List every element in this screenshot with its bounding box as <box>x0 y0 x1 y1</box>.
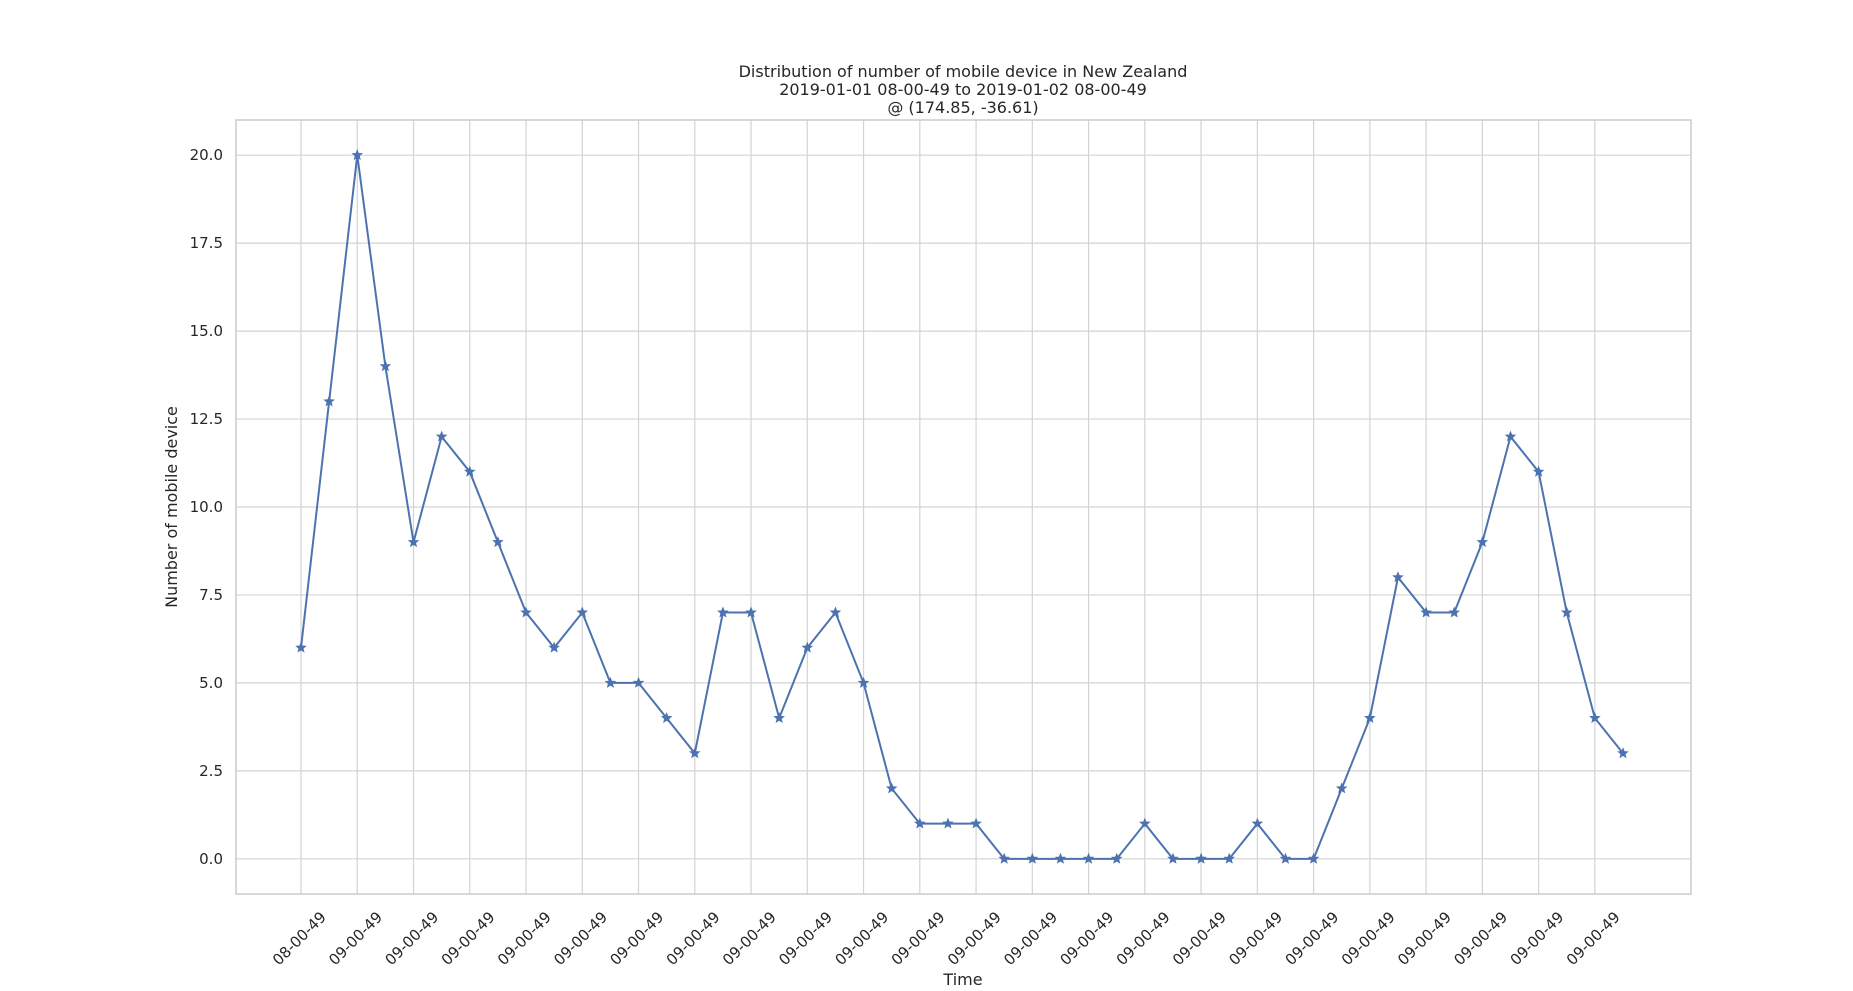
data-point <box>1082 852 1095 864</box>
y-tick-label: 5.0 <box>199 674 223 692</box>
data-point <box>745 606 757 618</box>
data-points <box>295 149 1629 864</box>
y-axis-label: Number of mobile device <box>162 406 181 608</box>
y-tick-label: 2.5 <box>199 762 223 780</box>
x-axis-label: Time <box>942 970 982 989</box>
x-tick-label: 09-00-49 <box>944 908 1005 969</box>
x-tick-label: 09-00-49 <box>888 908 949 969</box>
data-point <box>1364 712 1376 724</box>
x-tick-label: 09-00-49 <box>1282 908 1343 969</box>
data-point <box>576 606 589 618</box>
data-point <box>773 712 785 724</box>
data-point <box>1476 536 1489 548</box>
x-tick-label: 09-00-49 <box>494 908 555 969</box>
y-tick-label: 20.0 <box>190 146 223 164</box>
data-point <box>998 852 1010 864</box>
y-tick-label: 12.5 <box>190 410 223 428</box>
chart-title: Distribution of number of mobile device … <box>739 62 1188 117</box>
x-tick-label: 09-00-49 <box>381 908 442 969</box>
x-tick-label: 09-00-49 <box>1450 908 1511 969</box>
data-point <box>829 606 842 618</box>
x-tick-label: 09-00-49 <box>1057 908 1118 969</box>
data-point <box>1307 852 1320 864</box>
y-tick-label: 0.0 <box>199 850 223 868</box>
x-tick-label: 09-00-49 <box>1000 908 1061 969</box>
x-tick-label: 09-00-49 <box>438 908 499 969</box>
title-line-3: @ (174.85, -36.61) <box>887 98 1038 117</box>
data-point <box>1167 852 1179 864</box>
x-tick-label: 09-00-49 <box>1225 908 1286 969</box>
y-tick-label: 7.5 <box>199 586 223 604</box>
data-point <box>548 641 560 653</box>
x-tick-label: 09-00-49 <box>1338 908 1399 969</box>
data-point <box>1420 606 1432 618</box>
x-tick-label: 08-00-49 <box>269 908 330 969</box>
data-point <box>463 465 476 477</box>
data-point <box>1223 852 1235 864</box>
data-point <box>492 536 504 548</box>
data-point <box>1195 852 1207 864</box>
plot-frame <box>235 119 1692 895</box>
x-tick-label: 09-00-49 <box>1113 908 1174 969</box>
data-point <box>1251 817 1264 829</box>
data-point <box>1110 852 1123 864</box>
data-point <box>1335 782 1348 794</box>
series-line <box>300 155 1624 860</box>
x-tick-label: 09-00-49 <box>1169 908 1230 969</box>
y-tick-labels: 0.0 2.5 5.0 7.5 10.0 12.5 15.0 17.5 20.0 <box>190 146 223 868</box>
x-tick-label: 09-00-49 <box>1563 908 1624 969</box>
data-point <box>970 817 982 829</box>
x-tick-label: 09-00-49 <box>606 908 667 969</box>
data-point <box>604 676 617 688</box>
title-line-2: 2019-01-01 08-00-49 to 2019-01-02 08-00-… <box>779 80 1147 99</box>
data-point <box>1448 606 1461 618</box>
data-point <box>1392 571 1404 583</box>
data-point <box>1054 852 1067 864</box>
y-tick-label: 15.0 <box>190 322 223 340</box>
data-point <box>885 782 898 794</box>
x-tick-label: 09-00-49 <box>775 908 836 969</box>
data-point <box>1560 606 1573 618</box>
data-point <box>1532 465 1545 477</box>
x-tick-label: 09-00-49 <box>832 908 893 969</box>
data-point <box>1617 747 1629 759</box>
y-tick-label: 10.0 <box>190 498 223 516</box>
data-point <box>1279 852 1292 864</box>
data-point <box>351 149 364 161</box>
data-point <box>1504 430 1517 442</box>
data-point <box>660 712 673 724</box>
horizontal-gridlines <box>236 154 1691 860</box>
x-tick-label: 09-00-49 <box>550 908 611 969</box>
x-tick-labels: 08-00-4909-00-4909-00-4909-00-4909-00-49… <box>269 908 1624 969</box>
data-point <box>407 536 420 548</box>
x-tick-label: 09-00-49 <box>663 908 724 969</box>
x-tick-label: 09-00-49 <box>325 908 386 969</box>
data-point <box>857 676 870 688</box>
data-point <box>942 817 954 829</box>
x-tick-label: 09-00-49 <box>1507 908 1568 969</box>
data-point <box>632 676 645 688</box>
data-point <box>379 360 392 372</box>
data-point <box>520 606 532 618</box>
data-point <box>1589 712 1601 724</box>
data-point <box>1026 852 1039 864</box>
data-point <box>435 430 448 442</box>
y-tick-label: 17.5 <box>190 234 223 252</box>
x-tick-label: 09-00-49 <box>1394 908 1455 969</box>
x-tick-label: 09-00-49 <box>719 908 780 969</box>
data-point <box>295 641 307 653</box>
data-point <box>914 817 926 829</box>
data-point <box>801 641 814 653</box>
data-point <box>323 395 335 407</box>
data-point <box>717 606 729 618</box>
data-point <box>689 747 701 759</box>
title-line-1: Distribution of number of mobile device … <box>739 62 1188 81</box>
data-point <box>1139 817 1151 829</box>
